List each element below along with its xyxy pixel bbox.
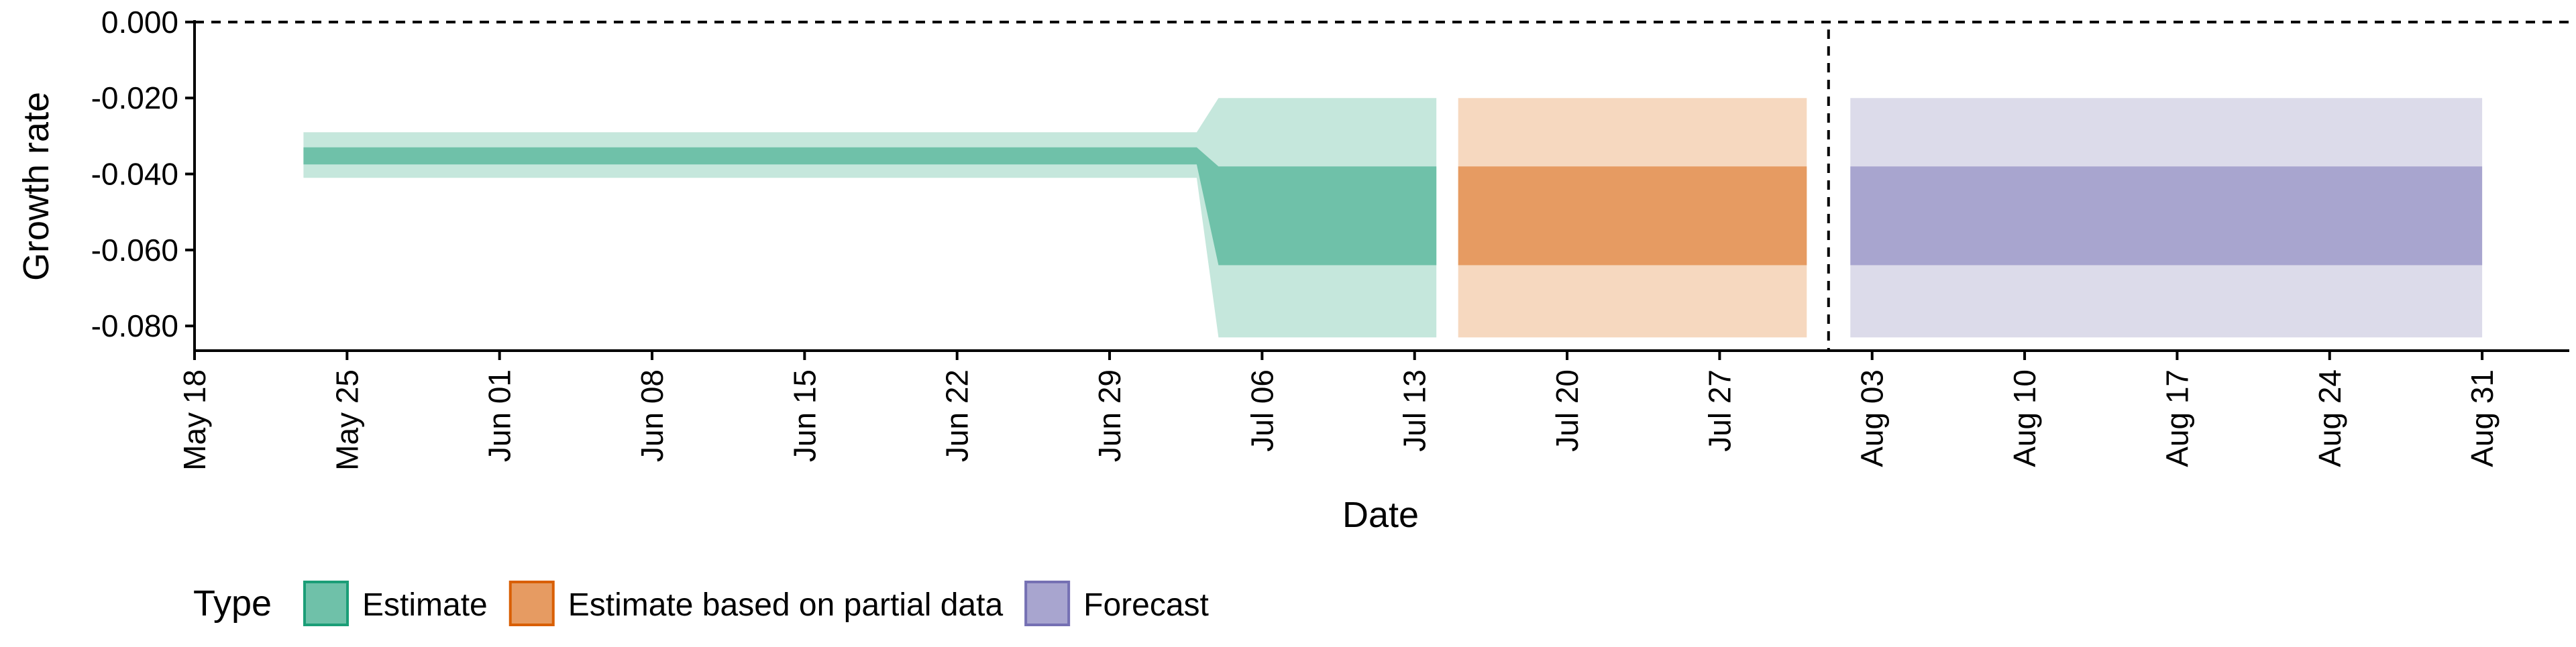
legend-label-estimate: Estimate <box>362 587 488 623</box>
x-tick-label: Jul 13 <box>1397 369 1432 452</box>
bands-layer <box>303 98 2483 338</box>
y-tick-label: -0.040 <box>91 157 178 192</box>
x-tick-label: Aug 03 <box>1855 369 1890 467</box>
y-tick-label: 0.000 <box>101 5 178 40</box>
x-axis-title: Date <box>1342 495 1419 535</box>
x-tick-label: Aug 10 <box>2007 369 2042 467</box>
legend: Type Estimate Estimate based on partial d… <box>193 581 1209 626</box>
x-tick-label: Jun 29 <box>1092 369 1127 462</box>
x-tick-label: Jun 22 <box>940 369 975 462</box>
reference-lines <box>195 20 2569 351</box>
y-axis-title: Growth rate <box>16 92 56 281</box>
legend-title: Type <box>193 583 272 624</box>
band-inner-estimate <box>303 147 1437 266</box>
x-tick-label: Jun 01 <box>482 369 517 462</box>
y-tick-label: -0.060 <box>91 233 178 268</box>
legend-label-forecast: Forecast <box>1083 587 1209 623</box>
x-tick-label: Aug 17 <box>2159 369 2194 467</box>
y-tick-label: -0.020 <box>91 80 178 115</box>
x-tick-label: Aug 24 <box>2312 369 2347 467</box>
legend-key-forecast <box>1024 581 1071 626</box>
x-tick-label: Aug 31 <box>2465 369 2500 467</box>
legend-label-estimate-based-on-partial-data: Estimate based on partial data <box>568 587 1004 623</box>
y-tick-label: -0.080 <box>91 308 178 343</box>
x-tick-label: May 25 <box>329 369 364 471</box>
band-inner-forecast <box>1850 166 2483 266</box>
band-inner-estimate-based-on-partial-data <box>1458 166 1807 266</box>
legend-key-estimate-based-on-partial-data <box>508 581 555 626</box>
axes: 0.000 -0.020 -0.040 -0.060 -0.080 May 18 May 2… <box>91 5 2569 471</box>
x-tick-label: Jul 20 <box>1550 369 1585 452</box>
x-tick-label: Jun 15 <box>787 369 822 462</box>
x-tick-label: Jul 06 <box>1244 369 1279 452</box>
legend-key-estimate <box>303 581 349 626</box>
x-tick-label: Jul 27 <box>1702 369 1737 452</box>
x-tick-label: May 18 <box>177 369 212 471</box>
x-tick-label: Jun 08 <box>635 369 669 462</box>
